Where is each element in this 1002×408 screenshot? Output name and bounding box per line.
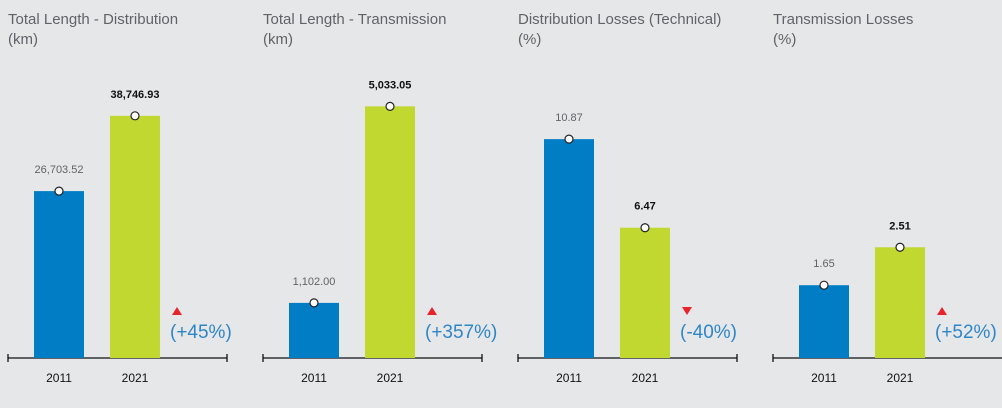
chart-title: Total Length - Distribution bbox=[8, 11, 179, 28]
value-label: 26,703.52 bbox=[35, 164, 84, 176]
chart-panel: Total Length - Transmission (km) 1,102.00 2… bbox=[255, 0, 510, 408]
x-tick-label: 2021 bbox=[632, 371, 659, 385]
chart-panel: Distribution Losses (Technical) (%) 10.87 2… bbox=[510, 0, 765, 408]
chart-unit: (km) bbox=[263, 31, 293, 48]
x-tick-label: 2011 bbox=[556, 371, 582, 385]
x-tick-label: 2021 bbox=[887, 371, 914, 385]
change-label: (+45%) bbox=[170, 322, 232, 343]
chart-title: Distribution Losses (Technical) bbox=[518, 11, 722, 28]
chart-plot: 1,102.00 2011 5,033.05 2021 (+357%) bbox=[262, 79, 497, 385]
bar-2021 bbox=[110, 115, 160, 358]
chart-unit: (%) bbox=[518, 31, 542, 48]
x-tick-label: 2011 bbox=[301, 371, 327, 385]
bar-marker bbox=[819, 280, 829, 290]
chart-title: Transmission Losses bbox=[773, 11, 914, 28]
value-label: 38,746.93 bbox=[111, 89, 160, 101]
x-tick-label: 2021 bbox=[377, 371, 404, 385]
bar-marker bbox=[385, 101, 395, 111]
bar-marker bbox=[895, 242, 905, 252]
value-label: 1,102.00 bbox=[293, 276, 336, 288]
change-label: (+52%) bbox=[935, 322, 997, 343]
bar-2011 bbox=[544, 139, 594, 358]
change-label: (-40%) bbox=[680, 322, 737, 343]
bar-2011 bbox=[799, 285, 849, 358]
chart-plot: 10.87 2011 6.47 2021 (-40%) bbox=[517, 112, 738, 385]
chart-unit: (%) bbox=[773, 31, 797, 48]
triangle-up-icon bbox=[937, 307, 947, 315]
triangle-down-icon bbox=[682, 307, 692, 315]
bar-marker bbox=[564, 134, 574, 144]
value-label: 10.87 bbox=[555, 112, 583, 124]
chart-plot: 26,703.52 2011 38,746.93 2021 (+45%) bbox=[7, 89, 232, 385]
bar-marker bbox=[309, 298, 319, 308]
value-label: 5,033.05 bbox=[369, 79, 412, 91]
chart-title: Total Length - Transmission bbox=[263, 11, 447, 28]
triangle-up-icon bbox=[427, 307, 437, 315]
chart-panel: Transmission Losses (%) 1.65 2011 2.51 2021 (+… bbox=[765, 0, 1002, 408]
value-label: 2.51 bbox=[889, 220, 910, 232]
bar-marker bbox=[130, 111, 140, 121]
bar-2011 bbox=[34, 191, 84, 358]
x-tick-label: 2011 bbox=[811, 371, 837, 385]
bar-marker bbox=[640, 223, 650, 233]
chart-plot: 1.65 2011 2.51 2021 (+52%) bbox=[772, 220, 1002, 385]
triangle-up-icon bbox=[172, 307, 182, 315]
x-tick-label: 2011 bbox=[46, 371, 72, 385]
bar-marker bbox=[54, 186, 64, 196]
value-label: 1.65 bbox=[813, 258, 834, 270]
chart-unit: (km) bbox=[8, 31, 38, 48]
x-tick-label: 2021 bbox=[122, 371, 149, 385]
bar-2011 bbox=[289, 302, 339, 358]
change-label: (+357%) bbox=[425, 322, 497, 343]
bar-2021 bbox=[875, 247, 925, 358]
bar-2021 bbox=[620, 227, 670, 358]
chart-panel: Total Length - Distribution (km) 26,703.52… bbox=[0, 0, 255, 408]
bar-2021 bbox=[365, 106, 415, 358]
value-label: 6.47 bbox=[634, 201, 655, 213]
